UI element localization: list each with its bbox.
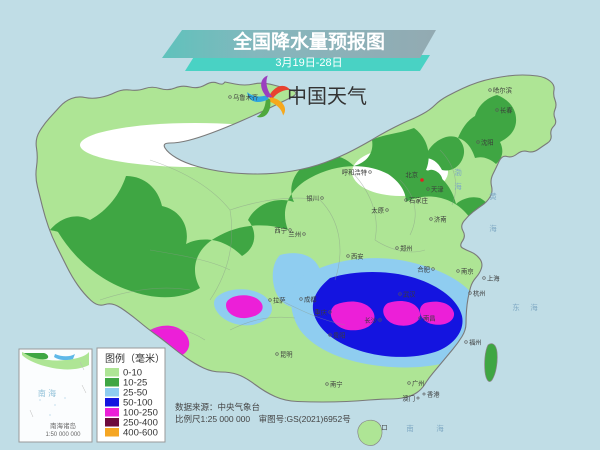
svg-text:北京: 北京: [405, 170, 418, 179]
svg-text:福州: 福州: [469, 338, 482, 347]
svg-text:沈阳: 沈阳: [481, 138, 494, 147]
svg-text:南宁: 南宁: [330, 380, 343, 389]
svg-text:1:50 000 000: 1:50 000 000: [45, 432, 81, 438]
svg-text:天津: 天津: [431, 186, 444, 194]
svg-text:太原: 太原: [371, 206, 384, 215]
svg-text:杭州: 杭州: [473, 289, 486, 298]
svg-text:银川: 银川: [306, 194, 319, 203]
svg-text:南京: 南京: [461, 267, 474, 276]
svg-text:南昌: 南昌: [423, 314, 436, 323]
svg-text:上海: 上海: [487, 274, 500, 283]
svg-text:合肥: 合肥: [417, 265, 430, 274]
svg-text:乌鲁木齐: 乌鲁木齐: [233, 93, 259, 102]
svg-text:南海诸岛: 南海诸岛: [50, 421, 76, 430]
svg-text:西宁: 西宁: [274, 226, 287, 235]
svg-text:广州: 广州: [412, 379, 425, 388]
svg-text:哈尔滨: 哈尔滨: [493, 86, 513, 95]
svg-text:郑州: 郑州: [400, 245, 413, 253]
svg-text:中国天气: 中国天气: [287, 85, 367, 108]
svg-text:渤: 渤: [454, 167, 462, 177]
svg-text:长沙: 长沙: [364, 316, 377, 325]
svg-text:海: 海: [489, 223, 497, 233]
svg-text:南 海: 南 海: [38, 388, 56, 398]
svg-text:海: 海: [530, 302, 538, 312]
svg-text:3月19日-28日: 3月19日-28日: [275, 57, 342, 69]
svg-text:数据来源：中央气象台: 数据来源：中央气象台: [175, 402, 260, 412]
svg-text:成都: 成都: [304, 295, 317, 304]
svg-text:拉萨: 拉萨: [273, 296, 286, 305]
svg-text:南: 南: [406, 423, 414, 433]
svg-text:东: 东: [512, 302, 520, 312]
svg-text:全国降水量预报图: 全国降水量预报图: [232, 30, 385, 53]
svg-text:海: 海: [436, 423, 444, 433]
svg-text:长春: 长春: [500, 106, 513, 115]
svg-text:图例（毫米）: 图例（毫米）: [105, 352, 165, 365]
svg-text:澳门: 澳门: [402, 394, 415, 403]
svg-text:比例尺1:25 000 000 审图号:GS(2021)69: 比例尺1:25 000 000 审图号:GS(2021)6952号: [175, 414, 351, 424]
svg-text:济南: 济南: [434, 215, 447, 224]
svg-text:黄: 黄: [489, 191, 497, 201]
svg-text:昆明: 昆明: [280, 351, 293, 359]
svg-text:400-600: 400-600: [123, 428, 158, 439]
svg-text:西安: 西安: [351, 252, 364, 261]
svg-text:呼和浩特: 呼和浩特: [342, 168, 368, 177]
svg-text:武汉: 武汉: [403, 290, 416, 299]
svg-text:海: 海: [454, 181, 462, 191]
svg-text:香港: 香港: [427, 390, 440, 399]
svg-text:重庆: 重庆: [314, 308, 327, 317]
svg-text:兰州: 兰州: [288, 230, 301, 239]
svg-text:贵阳: 贵阳: [333, 331, 346, 340]
svg-text:石家庄: 石家庄: [409, 196, 428, 205]
